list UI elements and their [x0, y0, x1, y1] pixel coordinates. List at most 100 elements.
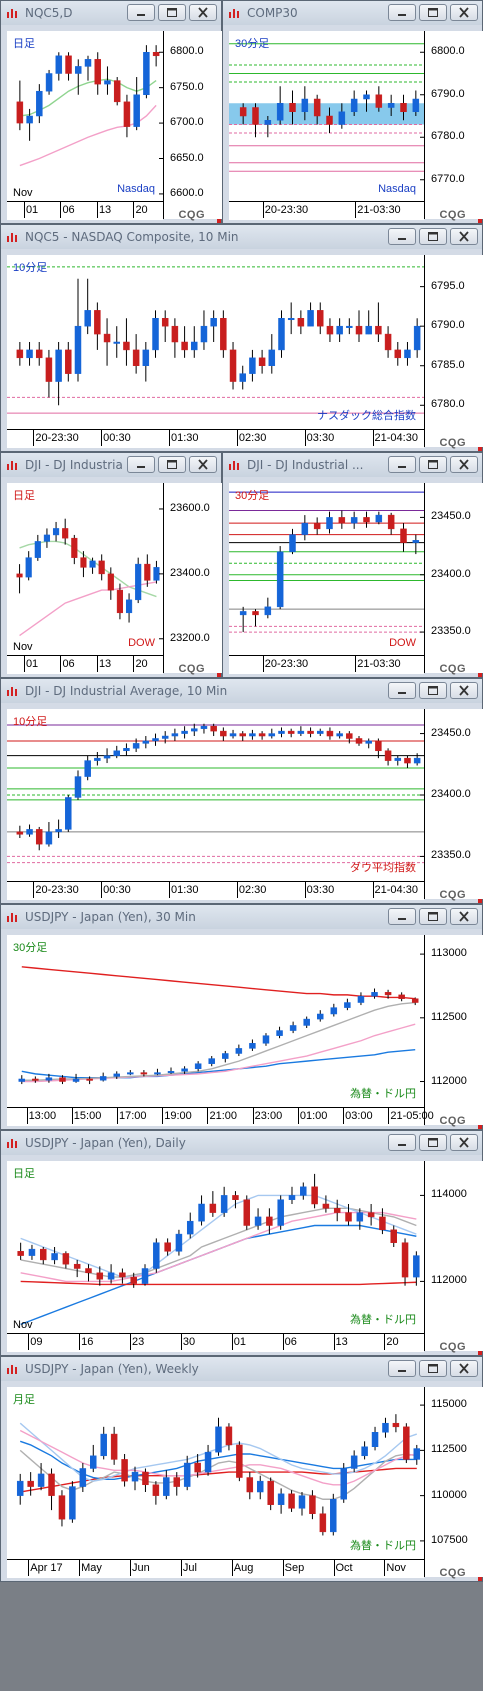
candle	[246, 1472, 254, 1500]
x-tick-mark	[71, 1108, 73, 1124]
plot-area[interactable]: 10分足 ナスダック総合指数	[7, 255, 424, 429]
candle	[28, 1244, 36, 1260]
plot-area[interactable]: 30分足 Nasdaq	[229, 31, 424, 201]
chart-window-w2[interactable]: COMP30 30分足 Nasdaq 6800.0 6790.0 6780.0 6770.0…	[222, 0, 483, 224]
chart-app-icon[interactable]	[228, 7, 240, 19]
instrument-label: ナスダック総合指数	[317, 410, 416, 422]
close-button[interactable]	[450, 1360, 478, 1377]
candle	[167, 1067, 175, 1074]
restore-button[interactable]	[158, 4, 186, 21]
title-bar[interactable]: DJI - DJ Industrial Average, 10 Min	[1, 679, 482, 703]
title-bar[interactable]: DJI - DJ Industrial ...	[223, 453, 482, 477]
candle	[239, 606, 247, 633]
candle	[55, 342, 62, 406]
plot-area[interactable]: 日足 Nasdaq Nov	[7, 31, 163, 201]
chart-window-w7[interactable]: USDJPY - Japan (Yen), 30 Min 30分足 為替・ドル円 11…	[0, 904, 483, 1130]
close-button[interactable]	[450, 4, 478, 21]
minimize-button[interactable]	[388, 908, 416, 925]
close-button[interactable]	[450, 228, 478, 245]
minimize-button[interactable]	[388, 1134, 416, 1151]
plot-area[interactable]: 10分足 ダウ平均指数	[7, 709, 424, 881]
chart-window-w6[interactable]: DJI - DJ Industrial Average, 10 Min 10分足ダ…	[0, 678, 483, 904]
minimize-button[interactable]	[127, 456, 155, 473]
candle	[55, 819, 62, 838]
restore-button[interactable]	[419, 908, 447, 925]
x-tick-label: 01:30	[171, 432, 199, 444]
restore-button[interactable]	[419, 456, 447, 473]
chart-svg	[7, 266, 424, 414]
candle	[90, 1444, 97, 1473]
candle	[297, 310, 305, 335]
plot-area[interactable]: 月足 為替・ドル円	[7, 1387, 424, 1559]
chart-app-icon[interactable]	[6, 459, 18, 471]
candle	[363, 511, 370, 528]
minimize-button[interactable]	[388, 1360, 416, 1377]
chart-app-icon[interactable]	[6, 231, 18, 243]
minimize-button[interactable]	[388, 682, 416, 699]
chart-window-w9[interactable]: USDJPY - Japan (Yen), Weekly 月足 為替・ドル円 1150…	[0, 1356, 483, 1582]
y-tick-label: 6800.0	[170, 45, 204, 58]
chart-app-icon[interactable]	[6, 1137, 18, 1149]
close-button[interactable]	[450, 1134, 478, 1151]
x-tick-mark	[180, 1334, 182, 1350]
title-bar[interactable]: USDJPY - Japan (Yen), 30 Min	[1, 905, 482, 929]
plot-area[interactable]: 日足 DOW Nov	[7, 483, 163, 655]
title-bar[interactable]: DJI - DJ Industrial ...	[1, 453, 221, 477]
title-bar[interactable]: NQC5 - NASDAQ Composite, 10 Min	[1, 225, 482, 249]
x-tick-mark	[262, 656, 264, 672]
x-axis: 09 16 23 30 01 06 13 20	[7, 1333, 424, 1352]
x-tick-label: Apr 17	[30, 1562, 63, 1574]
chart-window-w5[interactable]: DJI - DJ Industrial ... 30分足 DOW 23450.0 234…	[222, 452, 483, 678]
y-axis: 113000 112500 112000	[424, 935, 483, 1125]
x-tick-mark	[304, 882, 306, 898]
x-tick-mark	[333, 1560, 335, 1576]
x-tick-label: 02:30	[238, 884, 267, 896]
minimize-button[interactable]	[388, 4, 416, 21]
restore-button[interactable]	[419, 4, 447, 21]
chart-app-icon[interactable]	[6, 1363, 18, 1375]
title-bar[interactable]: COMP30	[223, 1, 482, 25]
close-button[interactable]	[450, 908, 478, 925]
candle	[301, 515, 309, 541]
restore-button[interactable]	[158, 456, 186, 473]
candle	[65, 52, 72, 81]
candle	[319, 1506, 327, 1536]
close-button[interactable]	[450, 682, 478, 699]
plot-area[interactable]: 30分足 為替・ドル円	[7, 935, 424, 1107]
minimize-button[interactable]	[127, 4, 155, 21]
chart-window-w8[interactable]: USDJPY - Japan (Yen), Daily 日足 為替・ドル円 Nov 11…	[0, 1130, 483, 1356]
chart-app-icon[interactable]	[228, 459, 240, 471]
x-tick-label: 13	[98, 658, 112, 670]
x-tick-mark	[388, 1108, 390, 1124]
chart-app-icon[interactable]	[6, 685, 18, 697]
plot-area[interactable]: 日足 為替・ドル円 Nov	[7, 1161, 424, 1333]
candle	[384, 748, 392, 766]
close-button[interactable]	[450, 456, 478, 473]
restore-button[interactable]	[419, 682, 447, 699]
restore-button[interactable]	[419, 1134, 447, 1151]
restore-button[interactable]	[419, 1360, 447, 1377]
chart-window-w4[interactable]: DJI - DJ Industrial ...日足DOWNov23600.023…	[0, 452, 226, 682]
title-bar[interactable]: USDJPY - Japan (Yen), Daily	[1, 1131, 482, 1155]
x-tick-mark	[252, 1108, 254, 1124]
title-bar[interactable]: NQC5,D	[1, 1, 221, 25]
close-button[interactable]	[189, 4, 217, 21]
chart-window-w1[interactable]: NQC5,D 日足 Nasdaq Nov 6800.0 6750.0 6700.0 6650.…	[0, 0, 226, 228]
chart-app-icon[interactable]	[6, 911, 18, 923]
candle	[69, 1481, 76, 1523]
minimize-button[interactable]	[388, 456, 416, 473]
minimize-button[interactable]	[388, 228, 416, 245]
chart-window-w3[interactable]: NQC5 - NASDAQ Composite, 10 Min 10分足 ナスダック…	[0, 224, 483, 452]
candle	[345, 1204, 352, 1226]
y-tick-label: 23350.0	[431, 849, 471, 862]
x-tick-label: 09	[30, 1336, 43, 1348]
candle	[229, 342, 237, 390]
close-button[interactable]	[189, 456, 217, 473]
y-tick-label: 23200.0	[170, 631, 210, 644]
plot-area[interactable]: 30分足 DOW	[229, 483, 424, 655]
candle	[161, 310, 169, 342]
y-tick-label: 6650.0	[170, 151, 204, 164]
chart-app-icon[interactable]	[6, 7, 18, 19]
title-bar[interactable]: USDJPY - Japan (Yen), Weekly	[1, 1357, 482, 1381]
restore-button[interactable]	[419, 228, 447, 245]
